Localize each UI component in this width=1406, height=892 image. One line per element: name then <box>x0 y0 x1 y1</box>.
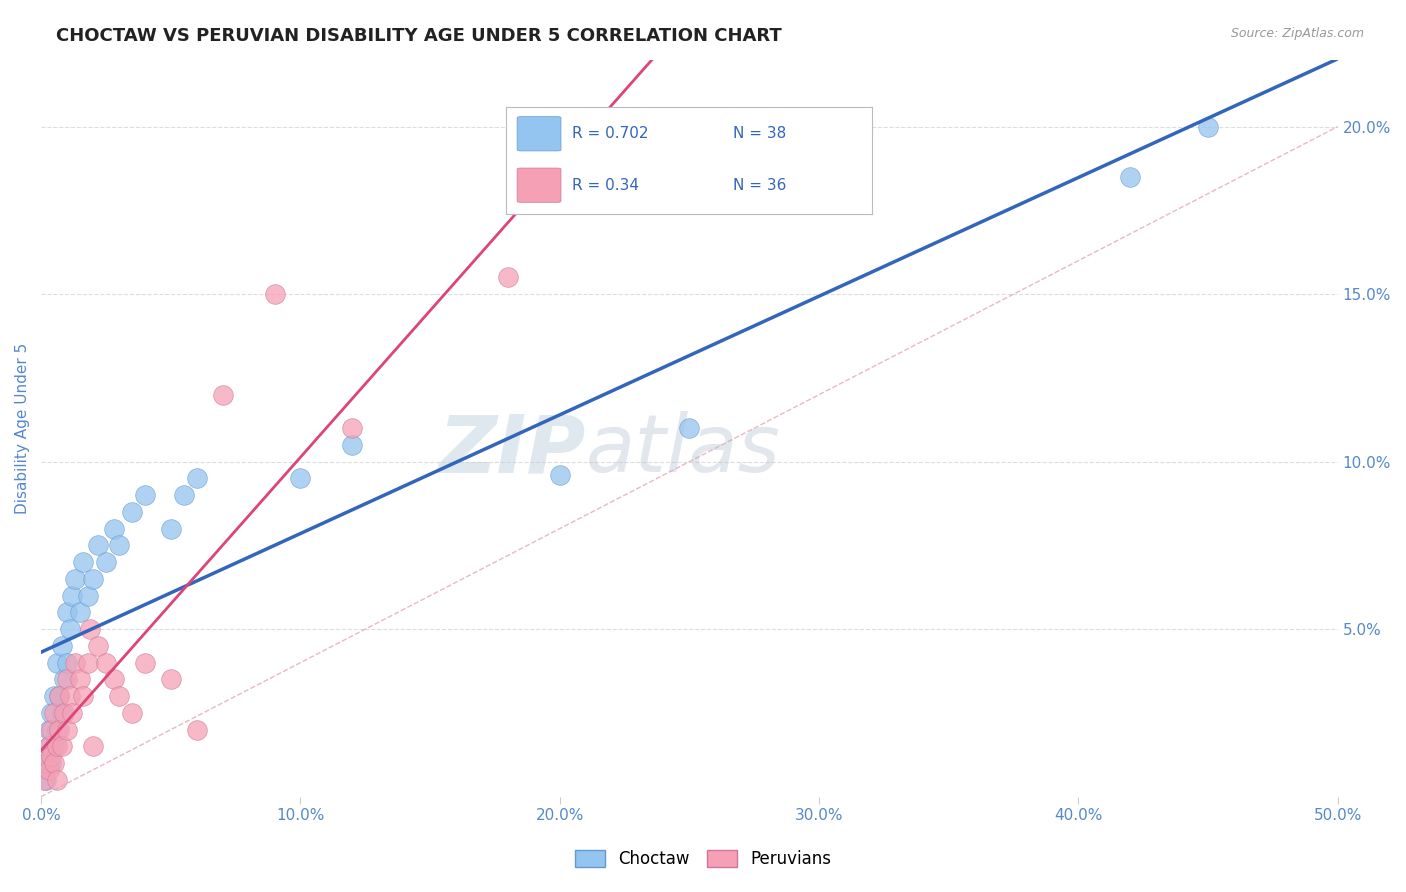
FancyBboxPatch shape <box>517 168 561 202</box>
Point <box>41 723 63 737</box>
Point <box>32 756 55 771</box>
Point <box>103 673 125 687</box>
Text: N = 36: N = 36 <box>733 178 786 193</box>
Point <box>87 639 110 653</box>
Point <box>38 739 60 754</box>
Point <box>59 689 82 703</box>
Point <box>159 522 181 536</box>
Point <box>69 673 91 687</box>
Point <box>59 622 82 636</box>
Point <box>186 471 208 485</box>
Text: Source: ZipAtlas.com: Source: ZipAtlas.com <box>1230 27 1364 40</box>
Point <box>159 673 181 687</box>
Point <box>42 739 65 754</box>
Point <box>72 555 94 569</box>
Point <box>94 656 117 670</box>
Point <box>76 589 98 603</box>
Point <box>38 739 60 754</box>
Text: atlas: atlas <box>586 411 780 489</box>
Point <box>1197 120 1219 134</box>
Point <box>342 421 364 435</box>
FancyBboxPatch shape <box>517 117 561 151</box>
Point <box>94 555 117 569</box>
Point <box>53 673 76 687</box>
Point <box>45 656 67 670</box>
Point <box>121 505 143 519</box>
Point <box>186 723 208 737</box>
Point <box>53 706 76 720</box>
Point <box>48 689 70 703</box>
Point <box>42 706 65 720</box>
Point <box>38 763 60 777</box>
Point <box>87 538 110 552</box>
Point <box>63 656 86 670</box>
Point <box>678 421 700 435</box>
Point <box>134 488 156 502</box>
Y-axis label: Disability Age Under 5: Disability Age Under 5 <box>15 343 30 514</box>
Text: ZIP: ZIP <box>439 411 586 489</box>
Point <box>41 706 63 720</box>
Point <box>51 639 73 653</box>
Point <box>38 723 60 737</box>
Point <box>63 572 86 586</box>
Point <box>211 387 233 401</box>
Point <box>290 471 312 485</box>
Text: R = 0.34: R = 0.34 <box>572 178 638 193</box>
Point <box>79 622 101 636</box>
Point <box>41 756 63 771</box>
Legend: Choctaw, Peruvians: Choctaw, Peruvians <box>568 843 838 875</box>
Point <box>72 689 94 703</box>
Point <box>60 589 83 603</box>
Text: R = 0.702: R = 0.702 <box>572 127 648 141</box>
Point <box>82 739 104 754</box>
Text: CHOCTAW VS PERUVIAN DISABILITY AGE UNDER 5 CORRELATION CHART: CHOCTAW VS PERUVIAN DISABILITY AGE UNDER… <box>56 27 782 45</box>
Point <box>1119 169 1142 184</box>
Point <box>41 749 63 764</box>
Point <box>56 673 79 687</box>
Point <box>263 287 285 301</box>
Point <box>56 656 79 670</box>
Point <box>51 706 73 720</box>
Point <box>45 739 67 754</box>
Point <box>108 538 131 552</box>
Point <box>56 723 79 737</box>
Point <box>496 270 519 285</box>
Point <box>51 739 73 754</box>
Point <box>60 706 83 720</box>
Point <box>103 522 125 536</box>
Point <box>45 723 67 737</box>
Point <box>69 606 91 620</box>
Point <box>42 756 65 771</box>
Point <box>342 438 364 452</box>
Text: N = 38: N = 38 <box>733 127 786 141</box>
Point <box>82 572 104 586</box>
Point <box>76 656 98 670</box>
Point <box>48 723 70 737</box>
Point <box>121 706 143 720</box>
Point <box>45 772 67 787</box>
Point <box>35 772 58 787</box>
Point <box>134 656 156 670</box>
Point <box>56 606 79 620</box>
Point <box>35 756 58 771</box>
Point <box>48 689 70 703</box>
Point <box>42 689 65 703</box>
Point <box>173 488 195 502</box>
Point <box>108 689 131 703</box>
Point <box>32 772 55 787</box>
Point <box>548 468 571 483</box>
